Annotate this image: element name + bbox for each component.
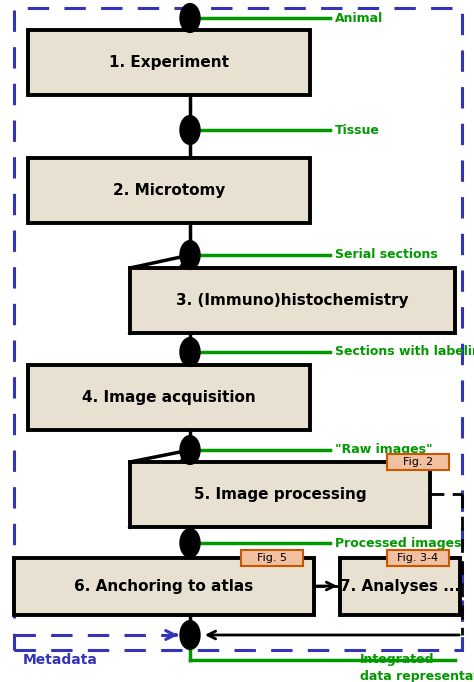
- Text: Fig. 3-4: Fig. 3-4: [397, 553, 438, 563]
- Text: 2. Microtomy: 2. Microtomy: [113, 183, 225, 198]
- Circle shape: [180, 338, 200, 366]
- FancyBboxPatch shape: [387, 454, 449, 470]
- FancyBboxPatch shape: [130, 462, 430, 527]
- Circle shape: [180, 3, 200, 32]
- Text: Serial sections: Serial sections: [335, 248, 438, 261]
- Text: Processed images: Processed images: [335, 537, 462, 550]
- Text: "Raw images": "Raw images": [335, 443, 433, 456]
- Text: Sections with labeling: Sections with labeling: [335, 346, 474, 359]
- Text: Fig. 5: Fig. 5: [257, 553, 287, 563]
- Text: Metadata: Metadata: [23, 653, 98, 667]
- Text: 1. Experiment: 1. Experiment: [109, 55, 229, 70]
- Circle shape: [180, 436, 200, 464]
- FancyBboxPatch shape: [28, 30, 310, 95]
- Circle shape: [180, 116, 200, 145]
- FancyBboxPatch shape: [14, 558, 314, 615]
- Text: 3. (Immuno)histochemistry: 3. (Immuno)histochemistry: [176, 293, 409, 308]
- Circle shape: [180, 241, 200, 269]
- Text: 4. Image acquisition: 4. Image acquisition: [82, 390, 256, 405]
- Text: 6. Anchoring to atlas: 6. Anchoring to atlas: [74, 579, 254, 594]
- FancyBboxPatch shape: [28, 158, 310, 223]
- FancyBboxPatch shape: [387, 550, 449, 565]
- Text: 7. Analyses ...: 7. Analyses ...: [340, 579, 460, 594]
- FancyBboxPatch shape: [241, 550, 303, 565]
- Text: Integrated
data representation: Integrated data representation: [360, 653, 474, 682]
- Text: Tissue: Tissue: [335, 123, 380, 136]
- Text: Fig. 2: Fig. 2: [403, 457, 433, 467]
- Circle shape: [180, 529, 200, 557]
- Text: 5. Image processing: 5. Image processing: [194, 487, 366, 502]
- Text: Animal: Animal: [335, 12, 383, 25]
- FancyBboxPatch shape: [130, 268, 455, 333]
- FancyBboxPatch shape: [340, 558, 460, 615]
- Circle shape: [180, 621, 200, 649]
- FancyBboxPatch shape: [28, 365, 310, 430]
